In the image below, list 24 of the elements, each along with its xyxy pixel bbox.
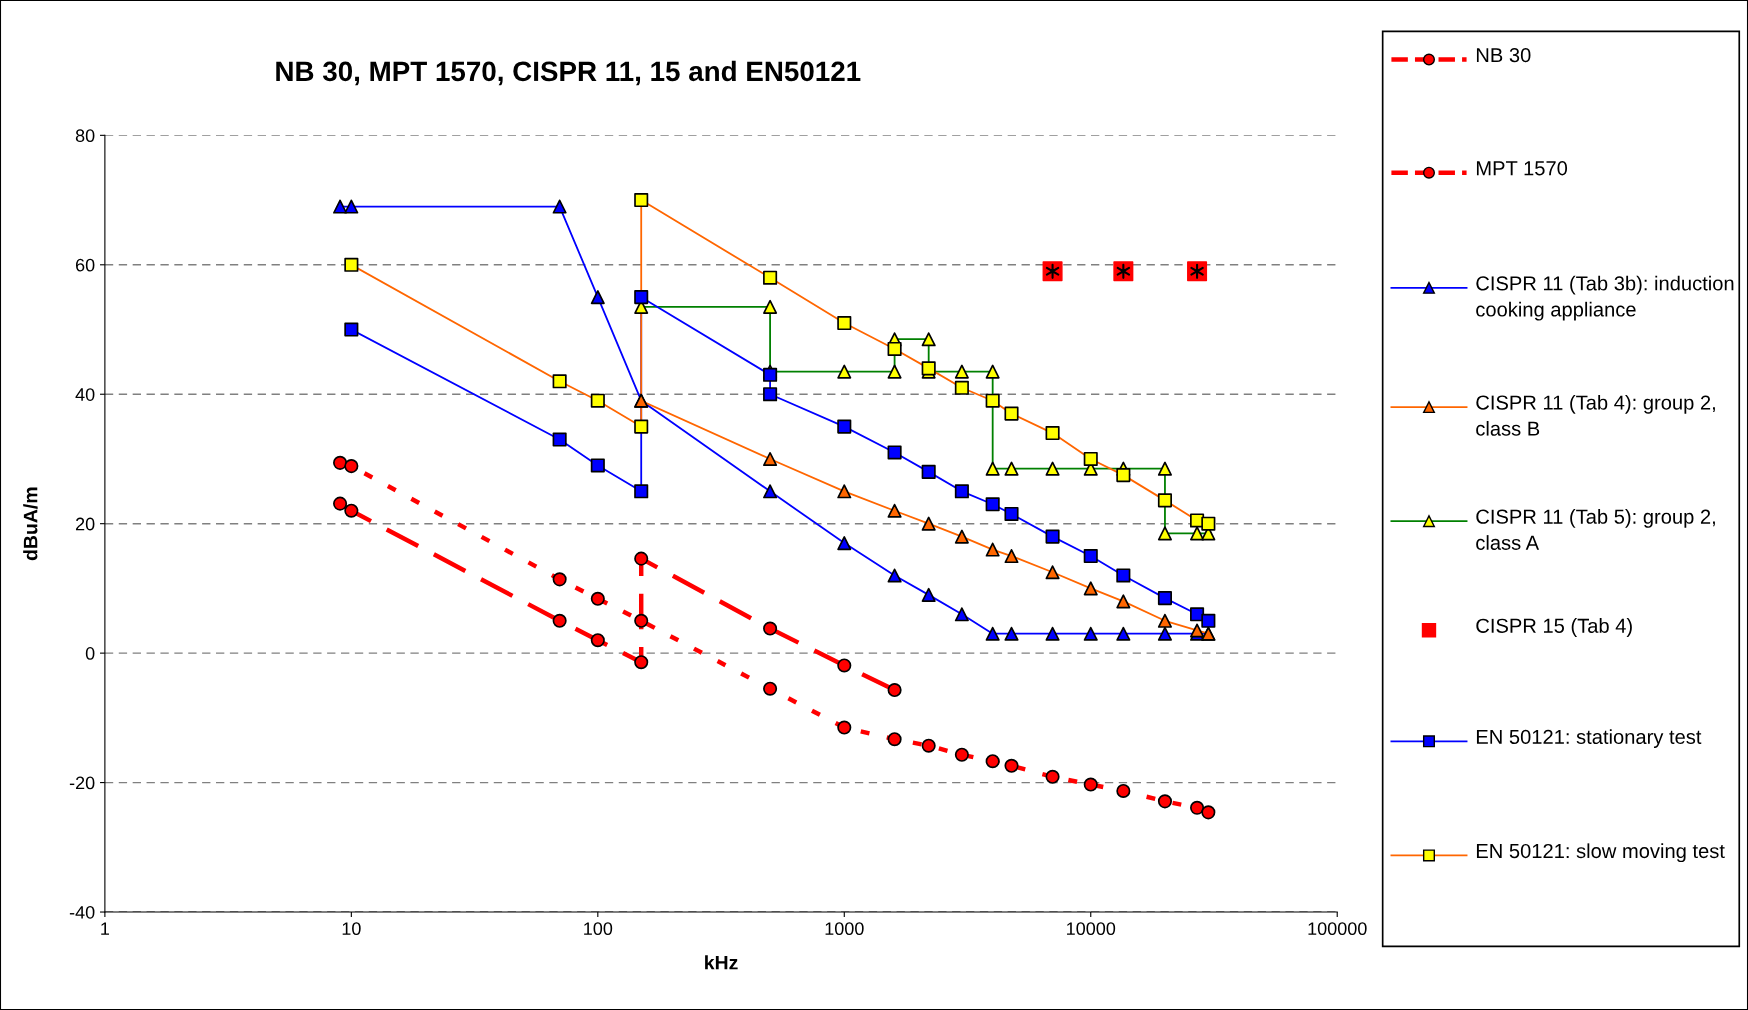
x-tick-label: 100 (584, 922, 613, 936)
x-tick-label: 100000 (1308, 922, 1367, 936)
x-tick-label: 1000 (825, 922, 864, 936)
legend-label: MPT 1570 (1476, 161, 1568, 176)
y-tick-label: 0 (85, 647, 95, 660)
legend-label: EN 50121: stationary test (1476, 729, 1702, 748)
x-tick-label: 10 (342, 922, 361, 936)
y-tick-label: 80 (75, 129, 95, 143)
y-tick-label: 20 (75, 517, 95, 531)
legend-label: CISPR 15 (Tab 4) (1476, 618, 1632, 637)
legend-label: CISPR 11 (Tab 5): group 2, class A (1476, 509, 1715, 550)
y-tick-label: 40 (75, 388, 95, 401)
chart-title: NB 30, MPT 1570, CISPR 11, 15 and EN50121 (276, 60, 861, 86)
y-tick-label: -20 (69, 776, 95, 790)
x-tick-label: 10000 (1067, 922, 1116, 936)
y-tick-label: -40 (69, 905, 95, 919)
x-tick-label: 1 (101, 922, 110, 935)
legend-label: NB 30 (1476, 48, 1531, 63)
legend-label: CISPR 11 (Tab 3b): induction cooking appliance (1476, 275, 1734, 321)
y-tick-label: 60 (75, 258, 95, 272)
legend-label: CISPR 11 (Tab 4): group 2, class B (1476, 394, 1715, 436)
x-axis-title: kHz (705, 955, 738, 970)
y-axis-title: dBuA/m (23, 487, 38, 561)
legend-label: EN 50121: slow moving test (1476, 843, 1725, 863)
